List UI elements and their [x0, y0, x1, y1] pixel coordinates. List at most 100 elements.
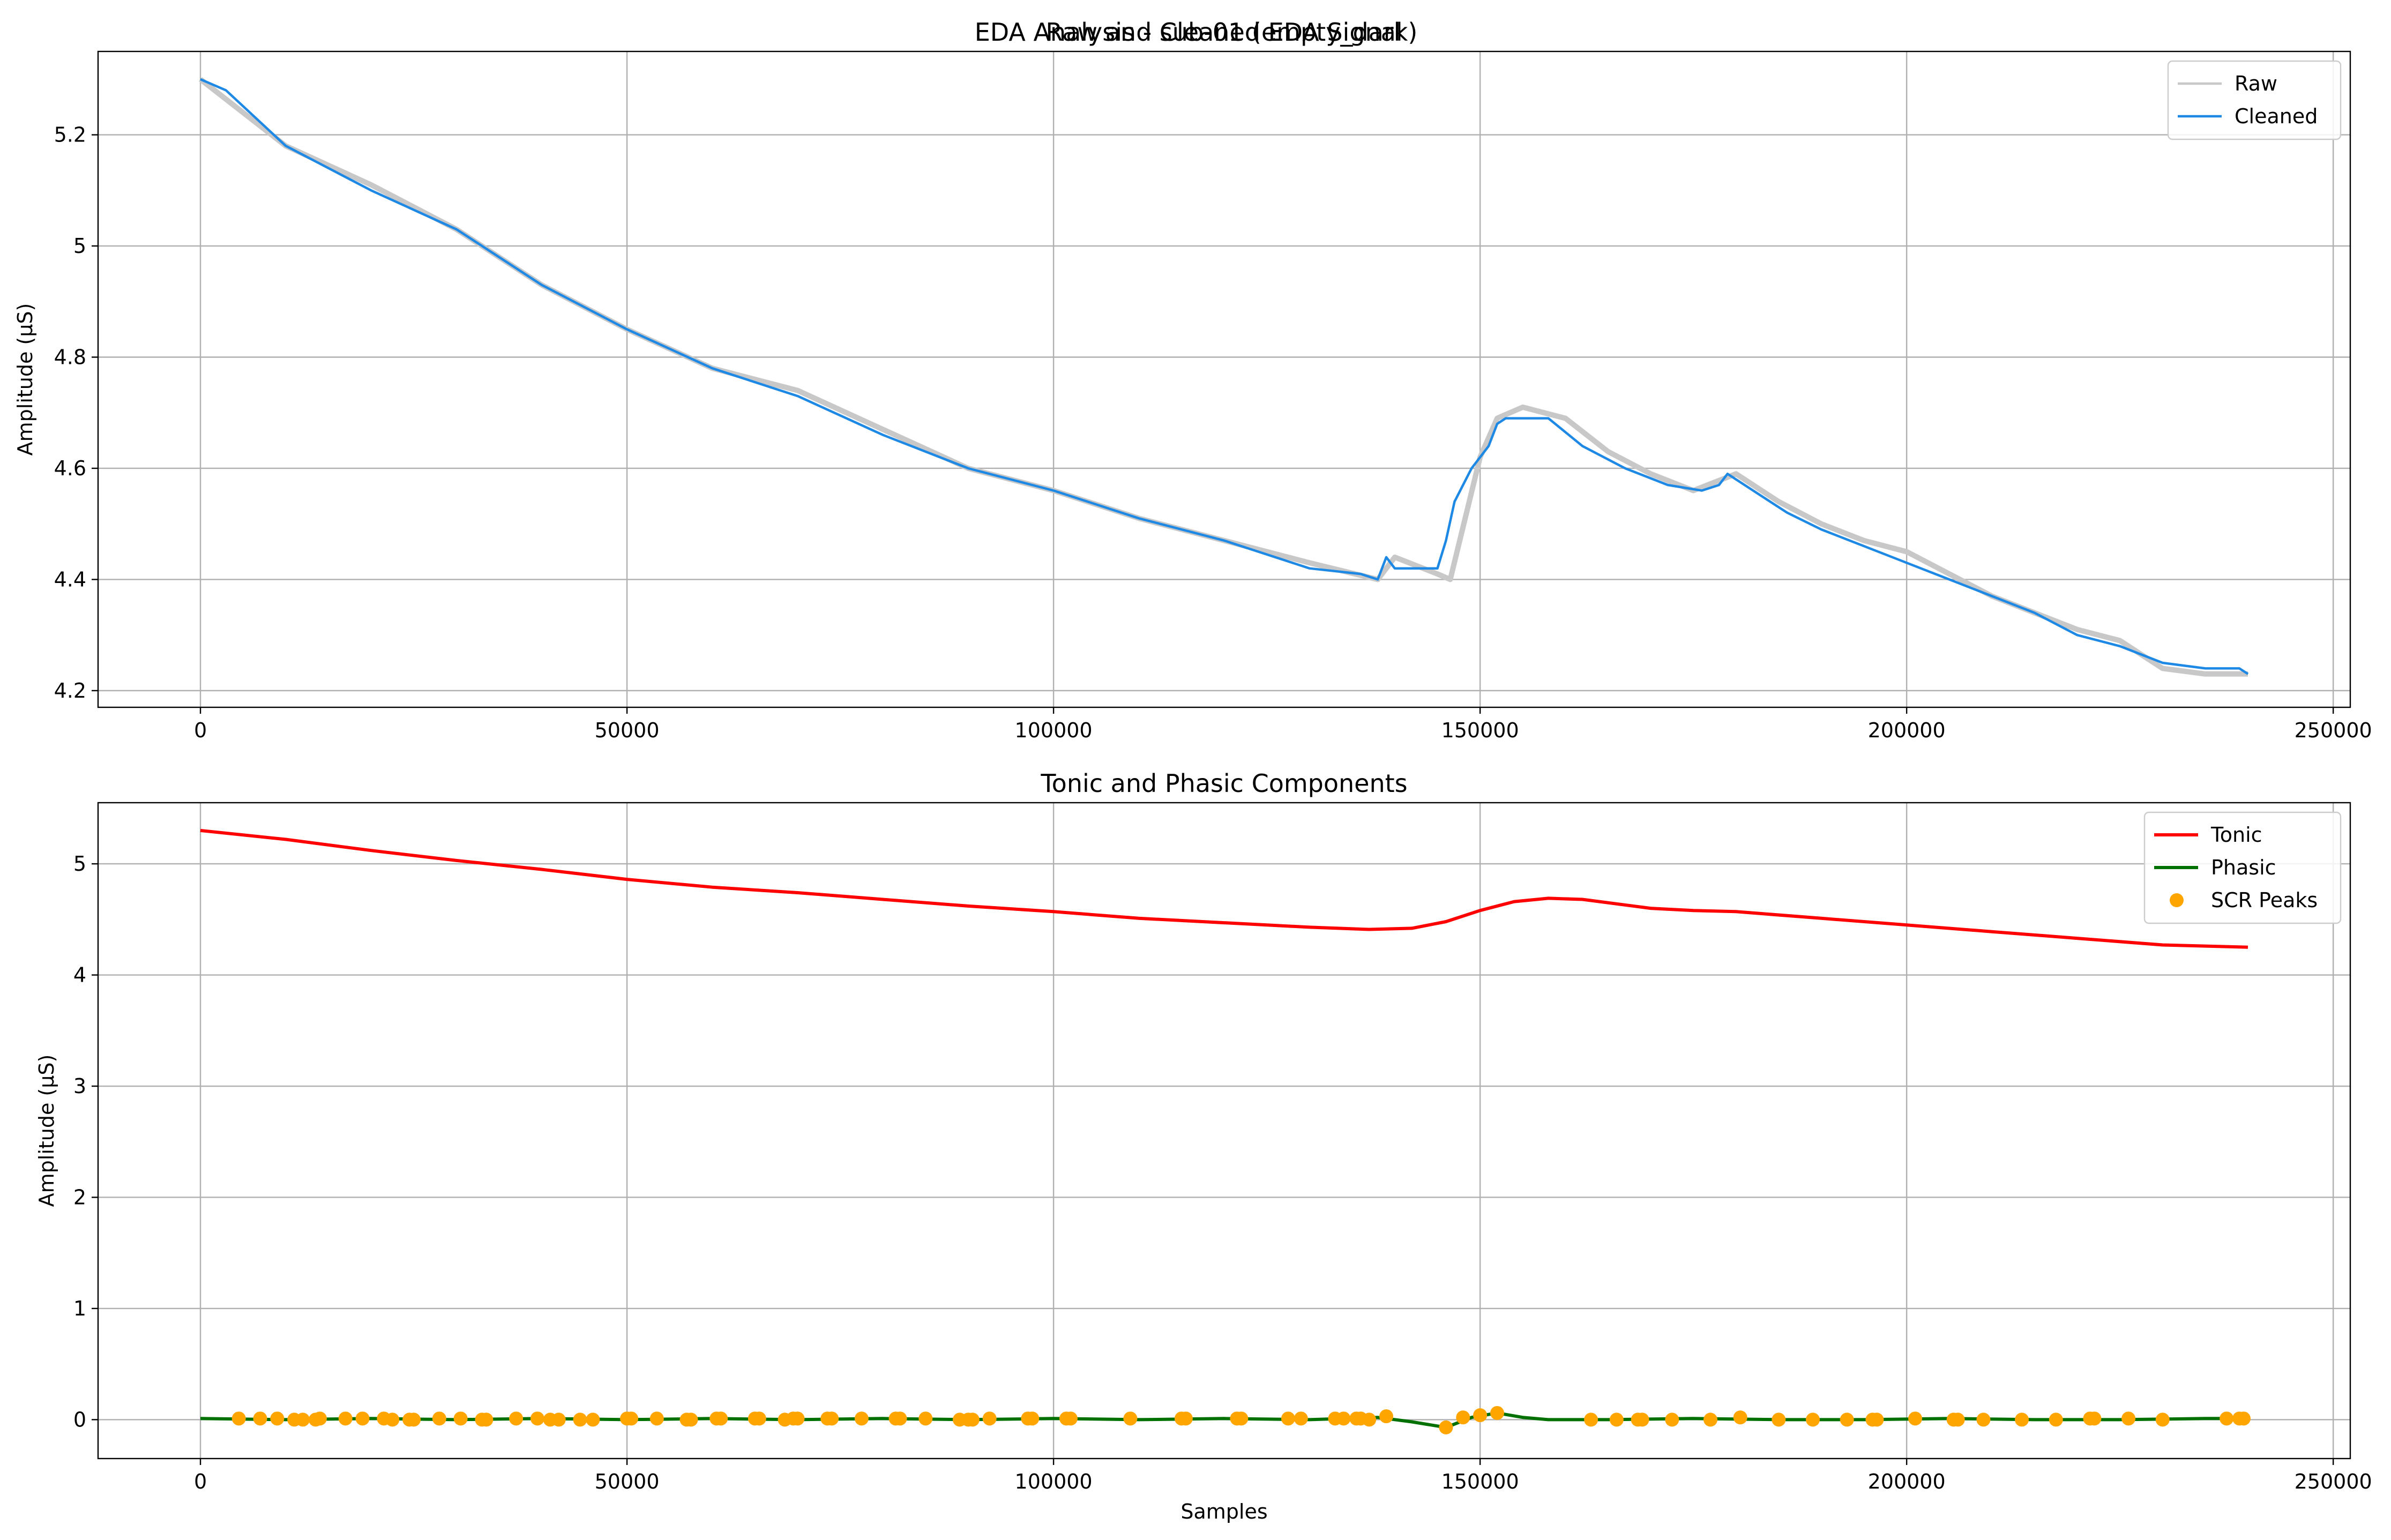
scr-peak-point — [1703, 1412, 1717, 1427]
scr-peak-point — [684, 1412, 698, 1427]
y-tick-label: 1 — [73, 1297, 86, 1320]
scr-peak-point — [573, 1412, 587, 1427]
scr-peak-point — [1294, 1411, 1308, 1426]
legend-label-tonic: Tonic — [2210, 823, 2262, 847]
scr-peak-point — [854, 1411, 869, 1426]
scr-peak-point — [1733, 1410, 1747, 1425]
y-tick-label: 2 — [73, 1185, 86, 1209]
scr-peak-point — [2049, 1412, 2063, 1427]
scr-peak-point — [1806, 1412, 1820, 1427]
y-tick-label: 4 — [73, 963, 86, 987]
y-tick-label: 3 — [73, 1074, 86, 1098]
scr-peak-point — [385, 1412, 400, 1427]
subplot-title: Tonic and Phasic Components — [1040, 769, 1407, 798]
x-tick-label: 250000 — [2295, 719, 2372, 742]
x-tick-label: 100000 — [1015, 1470, 1093, 1493]
scr-peak-point — [312, 1411, 327, 1426]
scr-peak-point — [2236, 1411, 2251, 1426]
scr-peak-point — [453, 1411, 468, 1426]
scr-peak-point — [407, 1412, 421, 1427]
scr-peak-point — [338, 1411, 353, 1426]
plot-area — [98, 51, 2350, 707]
x-tick-label: 100000 — [1015, 719, 1093, 742]
y-tick-label: 4.6 — [54, 457, 86, 480]
scr-peak-point — [1908, 1411, 1923, 1426]
legend: Tonic Phasic SCR Peaks — [2143, 811, 2342, 924]
scr-peak-point — [231, 1411, 246, 1426]
scr-peak-point — [1976, 1412, 1991, 1427]
scr-peak-point — [551, 1412, 566, 1427]
y-tick-label: 4.8 — [54, 346, 86, 369]
scr-peak-point — [2155, 1412, 2170, 1427]
x-tick-label: 150000 — [1441, 719, 1519, 742]
scr-peak-point — [790, 1411, 805, 1426]
scr-peak-point — [1665, 1412, 1679, 1427]
raw-cleaned-eda-plot: 0 50000 100000 150000 200000 250000 4.2 4.4 4.6 4… — [13, 18, 2372, 742]
scr-peak-point — [1473, 1408, 1488, 1423]
scr-peak-point — [355, 1411, 370, 1426]
cleaned-series-line — [200, 78, 2249, 675]
y-tick-label: 5.2 — [54, 123, 86, 147]
scr-peak-point — [253, 1411, 267, 1426]
subplot-title: Raw and Cleaned EDA Signal — [1045, 18, 1402, 47]
axes-frame — [97, 50, 2351, 708]
legend-label-phasic: Phasic — [2211, 856, 2276, 879]
legend-box — [2167, 60, 2342, 140]
y-tick-label: 4.4 — [54, 567, 86, 591]
scr-peak-point — [2220, 1411, 2234, 1426]
scr-peak-point — [1584, 1412, 1598, 1427]
scr-peak-point — [1123, 1411, 1138, 1426]
scr-peak-point — [893, 1411, 907, 1426]
scr-peak-point — [1379, 1409, 1393, 1424]
x-tick-label: 0 — [194, 1470, 207, 1493]
scr-peak-point — [1336, 1411, 1351, 1426]
scr-peak-point — [1234, 1411, 1249, 1426]
scr-peaks-series — [231, 1406, 2251, 1434]
x-tick-label: 0 — [194, 719, 207, 742]
plot-area — [98, 803, 2350, 1459]
x-tick-label: 50000 — [595, 719, 660, 742]
scr-peak-point — [1178, 1411, 1193, 1426]
scr-peak-point — [714, 1411, 728, 1426]
scr-peak-point — [825, 1411, 839, 1426]
y-tick-label: 5 — [73, 234, 86, 258]
x-tick-label: 150000 — [1441, 1470, 1519, 1493]
scr-peak-point — [1609, 1412, 1624, 1427]
scr-peak-point — [1635, 1412, 1649, 1427]
scr-peak-point — [1025, 1411, 1040, 1426]
scr-peak-point — [1772, 1412, 1786, 1427]
legend-label-scr-peaks: SCR Peaks — [2211, 888, 2318, 912]
scr-peak-point — [479, 1412, 494, 1427]
scr-peak-point — [965, 1412, 980, 1427]
y-tick-label: 5 — [73, 852, 86, 876]
scr-peak-point — [624, 1411, 639, 1426]
scr-peak-point — [1456, 1410, 1470, 1425]
scr-peak-point — [1490, 1406, 1504, 1420]
scr-peak-point — [586, 1412, 600, 1427]
tonic-phasic-plot: 0 50000 100000 150000 200000 250000 0 1 2 3 4 5 Toni… — [35, 769, 2372, 1523]
axes-frame — [97, 802, 2351, 1460]
scr-peak-point — [1063, 1411, 1078, 1426]
scr-peak-point — [1870, 1412, 1884, 1427]
scr-peak-point — [2121, 1411, 2136, 1426]
scr-peak-point — [2087, 1411, 2102, 1426]
y-axis-label: Amplitude (µS) — [35, 1055, 58, 1207]
scr-peak-point — [1362, 1412, 1377, 1427]
scr-peak-point — [530, 1411, 544, 1426]
scr-peak-point — [1951, 1412, 1965, 1427]
scr-peak-point — [1439, 1420, 1453, 1434]
scr-peak-point — [1281, 1411, 1295, 1426]
legend-label-cleaned: Cleaned — [2235, 104, 2318, 128]
legend-marker-scr-peaks — [2170, 893, 2184, 907]
scr-peak-point — [2015, 1412, 2029, 1427]
y-tick-label: 0 — [73, 1408, 86, 1431]
x-tick-label: 50000 — [595, 1470, 660, 1493]
x-axis-label: Samples — [1180, 1500, 1267, 1523]
grid — [98, 51, 2350, 707]
legend: Raw Cleaned — [2167, 60, 2342, 140]
figure-suptitle: EDA Analysis - sub-01 (empty_dark) — [975, 18, 1418, 47]
x-tick-label: 250000 — [2295, 1470, 2372, 1493]
y-tick-label: 4.2 — [54, 679, 86, 702]
legend-box — [2143, 811, 2342, 924]
